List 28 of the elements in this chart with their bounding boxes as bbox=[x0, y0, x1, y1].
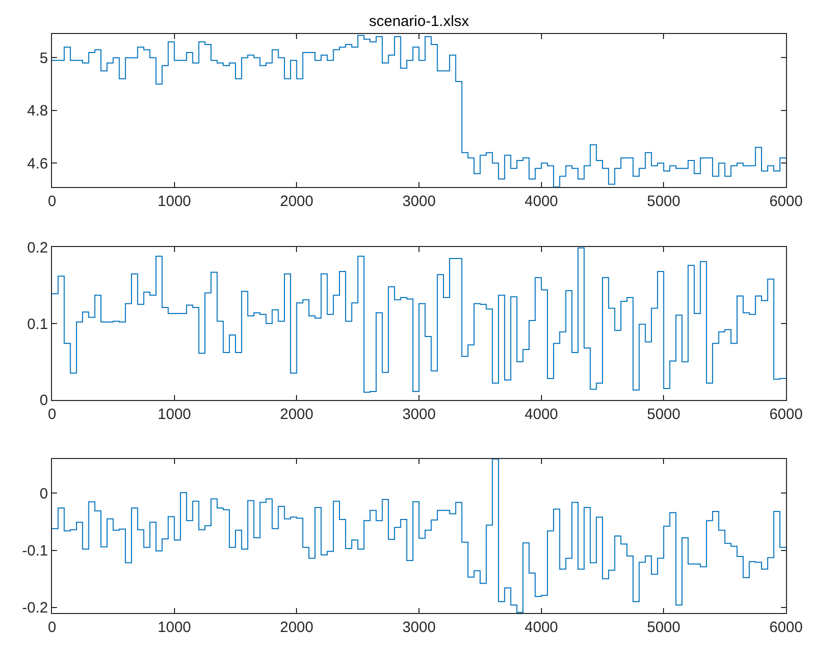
x-tick-label: 2000 bbox=[280, 192, 314, 210]
x-tick-label: 1000 bbox=[158, 192, 192, 210]
x-tick-label: 3000 bbox=[402, 192, 436, 210]
y-tick-label: 4.6 bbox=[27, 155, 48, 172]
x-tick-label: 3000 bbox=[402, 619, 436, 636]
x-tick-label: 2000 bbox=[280, 619, 314, 636]
x-tick-label: 6000 bbox=[769, 619, 803, 636]
x-tick-label: 1000 bbox=[158, 406, 192, 423]
y-tick-label: 5 bbox=[40, 50, 48, 67]
x-tick-label: 1000 bbox=[158, 619, 192, 636]
x-tick-label: 5000 bbox=[646, 192, 680, 210]
x-tick-label: 6000 bbox=[769, 406, 803, 423]
x-tick-label: 4000 bbox=[524, 406, 558, 423]
x-tick-label: 5000 bbox=[646, 619, 680, 636]
x-tick-label: 5000 bbox=[646, 406, 680, 423]
y-tick-label: 0 bbox=[40, 485, 48, 502]
chart-title: scenario-1.xlsx bbox=[369, 13, 470, 30]
y-tick-label: -0.2 bbox=[22, 600, 48, 617]
x-tick-label: 4000 bbox=[524, 192, 558, 210]
x-tick-label: 3000 bbox=[402, 406, 436, 423]
x-tick-label: 4000 bbox=[524, 619, 558, 636]
x-tick-label: 2000 bbox=[280, 406, 314, 423]
y-tick-label: -0.1 bbox=[22, 542, 48, 560]
x-tick-label: 6000 bbox=[769, 192, 803, 210]
y-tick-label: 0 bbox=[40, 392, 48, 410]
y-tick-label: 0.1 bbox=[27, 316, 48, 333]
y-tick-label: 0.2 bbox=[27, 239, 48, 256]
y-tick-label: 4.8 bbox=[27, 102, 48, 120]
